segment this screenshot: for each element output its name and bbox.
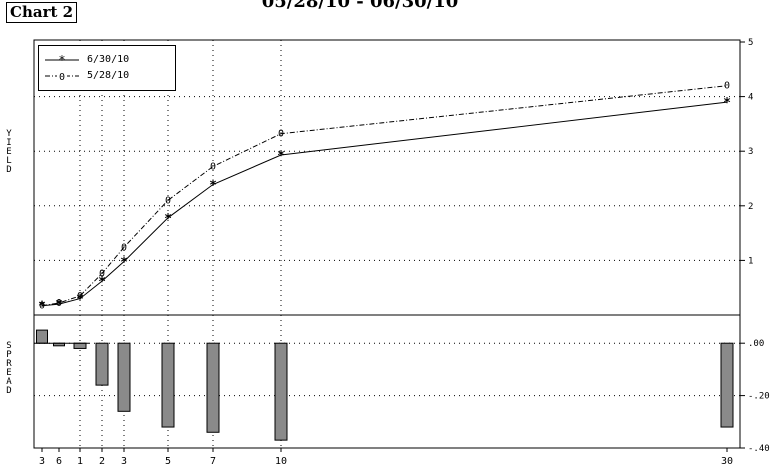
- spread-axis-label: SPREAD: [6, 341, 12, 396]
- series-line-5-28-10: [41, 85, 728, 307]
- point-6-30-10: *: [723, 96, 731, 111]
- point-6-30-10: *: [164, 212, 172, 227]
- x-tick-label: 3: [121, 456, 127, 467]
- x-tick-label: 1: [77, 456, 83, 467]
- spread-y-tick-label: .00: [748, 339, 764, 349]
- x-tick-label: 2: [99, 456, 105, 467]
- legend: * 6/30/10 0 5/28/10: [38, 45, 176, 91]
- legend-swatch-solid-star: *: [45, 53, 79, 67]
- series-line-6-30-10: [41, 101, 728, 307]
- point-5-28-10: 0: [278, 129, 284, 140]
- chart-title: 05/28/10 - 06/30/10: [261, 0, 459, 12]
- point-6-30-10: *: [277, 149, 285, 164]
- point-5-28-10: 0: [77, 291, 83, 302]
- point-6-30-10: *: [209, 179, 217, 194]
- yield-y-tick-label: 5: [748, 38, 753, 48]
- svg-text:0: 0: [59, 72, 65, 83]
- spread-bar: [36, 329, 48, 344]
- svg-text:*: *: [58, 53, 65, 67]
- x-tick-label: 5: [165, 456, 171, 467]
- spread-bar: [117, 342, 131, 412]
- point-5-28-10: 0: [165, 195, 171, 206]
- point-5-28-10: 0: [121, 242, 127, 253]
- plot-frame: [33, 39, 741, 449]
- x-tick-label: 10: [275, 456, 287, 467]
- point-6-30-10: *: [76, 293, 84, 308]
- yield-y-tick-label: 3: [748, 147, 753, 157]
- legend-item-6-30-10: * 6/30/10: [43, 53, 129, 67]
- spread-y-tick-label: -.20: [748, 392, 770, 402]
- spread-bar: [274, 342, 288, 441]
- spread-bar: [95, 342, 109, 386]
- point-6-30-10: *: [55, 298, 63, 313]
- spread-bar: [720, 342, 734, 428]
- yield-y-tick-label: 2: [748, 202, 753, 212]
- point-5-28-10: 0: [99, 269, 105, 280]
- x-tick-label: 30: [721, 456, 733, 467]
- x-tick-label: 7: [210, 456, 216, 467]
- spread-bar: [206, 342, 220, 433]
- legend-swatch-dashed-zero: 0: [45, 70, 79, 83]
- legend-label: 6/30/10: [87, 54, 130, 65]
- spread-y-tick-label: -.40: [748, 444, 770, 454]
- spread-bar: [161, 342, 175, 428]
- yield-y-tick-label: 4: [748, 93, 753, 103]
- legend-label: 5/28/10: [87, 70, 130, 81]
- x-tick-label: 3: [39, 456, 45, 467]
- x-tick-label: 6: [56, 456, 62, 467]
- spread-bar: [73, 342, 87, 349]
- point-6-30-10: *: [98, 275, 106, 290]
- yield-y-tick-label: 1: [748, 256, 753, 266]
- legend-item-5-28-10: 0 5/28/10: [43, 69, 129, 83]
- yield-axis-label: YIELD: [6, 129, 12, 175]
- point-5-28-10: 0: [39, 301, 45, 312]
- point-6-30-10: *: [38, 300, 46, 315]
- chart-label: Chart 2: [6, 2, 78, 23]
- point-6-30-10: *: [120, 255, 128, 270]
- point-5-28-10: 0: [724, 81, 730, 92]
- point-5-28-10: 0: [56, 298, 62, 309]
- point-5-28-10: 0: [210, 161, 216, 172]
